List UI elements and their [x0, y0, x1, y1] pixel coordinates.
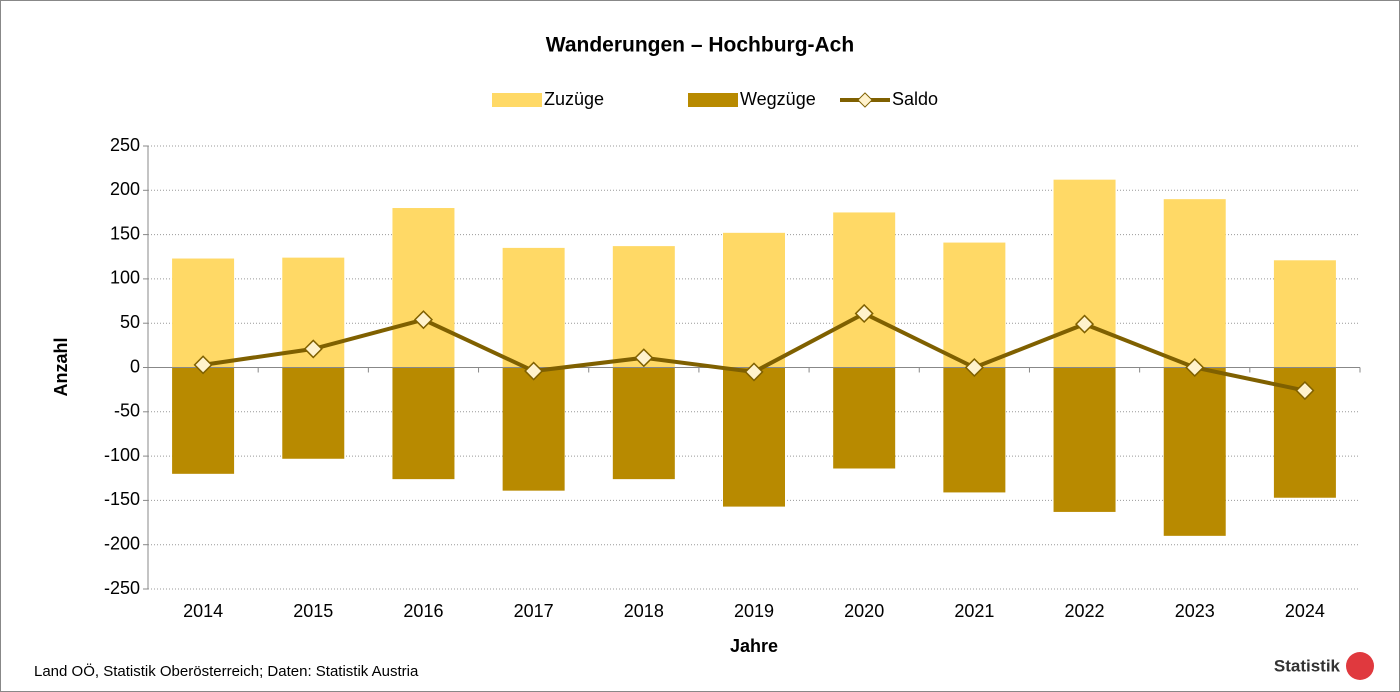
legend-swatch [688, 93, 738, 107]
y-axis-label: Anzahl [51, 337, 71, 396]
bar [1273, 260, 1336, 368]
legend-swatch [492, 93, 542, 107]
x-tick-label: 2016 [403, 601, 443, 621]
bar [282, 367, 345, 459]
x-axis-label: Jahre [730, 636, 778, 656]
bar [723, 232, 785, 368]
logo-icon [1346, 652, 1374, 680]
legend-marker [857, 92, 873, 108]
x-tick-label: 2018 [624, 601, 664, 621]
y-tick-label: 50 [120, 312, 140, 332]
marker [854, 303, 874, 323]
legend-label: Saldo [892, 89, 938, 109]
marker [524, 361, 544, 381]
y-tick-label: -100 [104, 445, 140, 465]
bar [833, 212, 896, 368]
x-tick-label: 2014 [183, 601, 223, 621]
y-tick-label: 250 [110, 135, 140, 155]
bar [723, 367, 785, 507]
bar [172, 367, 235, 474]
bar [833, 367, 896, 469]
bar [392, 208, 455, 368]
legend-label: Zuzüge [544, 89, 604, 109]
y-tick-label: -50 [114, 401, 140, 421]
bar [502, 367, 565, 491]
marker [1185, 357, 1205, 378]
logo-text: Statistik [1274, 656, 1341, 675]
x-tick-label: 2015 [293, 601, 333, 621]
x-tick-label: 2024 [1285, 601, 1325, 621]
bar [1163, 199, 1226, 368]
y-tick-label: -250 [104, 578, 140, 598]
marker [413, 310, 434, 330]
x-tick-label: 2023 [1175, 601, 1215, 621]
marker [1295, 380, 1315, 401]
x-tick-label: 2019 [734, 601, 774, 621]
bar [392, 367, 455, 480]
legend-label: Wegzüge [740, 89, 816, 109]
marker [964, 357, 984, 378]
y-tick-label: 200 [110, 179, 140, 199]
marker [634, 348, 654, 368]
bar [943, 367, 1006, 493]
x-tick-label: 2022 [1065, 601, 1105, 621]
bar [1053, 367, 1116, 512]
marker [303, 339, 323, 359]
bar [1053, 179, 1116, 368]
y-tick-label: -200 [104, 533, 140, 553]
y-tick-label: 150 [110, 223, 140, 243]
bar [1163, 367, 1226, 536]
marker [193, 355, 213, 375]
y-tick-label: 0 [130, 356, 140, 376]
bar [172, 258, 235, 368]
y-tick-label: 100 [110, 268, 140, 288]
marker [1074, 314, 1095, 334]
source: Land OÖ, Statistik Oberösterreich; Daten… [34, 662, 419, 680]
x-tick-label: 2017 [514, 601, 554, 621]
bar [943, 242, 1006, 368]
bar [612, 246, 675, 368]
y-tick-label: -150 [104, 489, 140, 509]
x-tick-label: 2021 [954, 601, 994, 621]
marker [744, 362, 764, 382]
chart-title: Wanderungen – Hochburg-Ach [546, 34, 854, 57]
bar [612, 367, 675, 480]
bar [502, 247, 565, 368]
x-tick-label: 2020 [844, 601, 884, 621]
